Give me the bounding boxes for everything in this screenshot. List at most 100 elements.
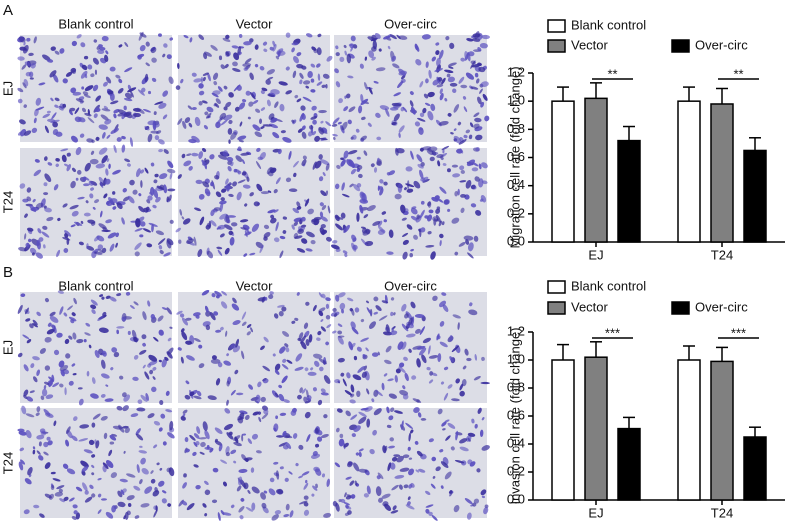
cell: [457, 121, 462, 126]
cell: [454, 190, 459, 197]
cell: [353, 355, 358, 361]
cell: [246, 331, 251, 336]
bar: [710, 103, 734, 243]
cell: [447, 76, 455, 83]
cell: [73, 510, 78, 515]
cell: [351, 327, 359, 335]
column-label: Vector: [236, 278, 274, 293]
cell: [238, 102, 246, 110]
cell: [144, 486, 153, 494]
cell: [379, 105, 390, 111]
cell: [270, 89, 280, 95]
cell: [153, 111, 157, 116]
cell: [130, 90, 134, 98]
cell: [185, 340, 193, 345]
cell: [430, 251, 436, 260]
cell: [325, 314, 331, 320]
cell: [215, 329, 222, 333]
cell: [439, 186, 447, 194]
cell: [199, 451, 205, 455]
cell: [154, 101, 164, 105]
cell: [344, 50, 348, 56]
cell: [276, 489, 284, 495]
cell: [246, 324, 252, 328]
cell: [36, 450, 41, 455]
cell: [368, 86, 373, 95]
cell: [477, 407, 482, 414]
cell: [319, 366, 324, 372]
cell: [273, 461, 279, 465]
cell: [325, 341, 329, 346]
cell: [84, 85, 94, 92]
cell: [138, 205, 145, 213]
cell: [151, 57, 157, 63]
cell: [285, 435, 293, 439]
cell: [435, 42, 440, 46]
cell: [403, 356, 408, 362]
cell: [116, 326, 125, 329]
cell: [310, 116, 318, 120]
cell: [132, 376, 139, 381]
cell: [48, 376, 54, 382]
cell: [466, 159, 476, 167]
cell: [256, 161, 262, 170]
cell: [481, 445, 490, 451]
cell: [183, 473, 187, 478]
cell: [94, 107, 101, 113]
cell: [36, 239, 41, 250]
cell: [218, 154, 228, 160]
cell: [337, 121, 342, 125]
y-tick-label: 0.4: [507, 177, 525, 192]
cell: [33, 117, 37, 124]
row-label: T24: [0, 452, 15, 474]
cell: [26, 227, 34, 232]
cell: [334, 379, 341, 384]
cell: [481, 356, 485, 361]
cell: [135, 218, 141, 228]
cell: [370, 163, 375, 168]
cell: [282, 230, 287, 234]
cell: [401, 323, 409, 332]
cell: [288, 150, 292, 160]
cell: [354, 480, 358, 486]
cell: [235, 155, 243, 162]
cell: [310, 367, 314, 371]
cell: [318, 109, 327, 114]
micrograph: [175, 146, 332, 259]
cell: [17, 87, 24, 93]
cell: [66, 426, 71, 434]
cell: [169, 172, 173, 180]
cell: [408, 457, 413, 460]
cell: [92, 413, 101, 420]
cell: [145, 206, 150, 211]
cell: [320, 224, 326, 229]
cell: [250, 327, 253, 333]
cell: [424, 215, 429, 219]
cell: [141, 468, 149, 475]
cell: [320, 159, 330, 166]
cell: [360, 318, 365, 323]
cell: [101, 350, 107, 357]
cell: [263, 232, 271, 238]
cell: [90, 393, 99, 399]
cell: [62, 237, 71, 241]
bar: [677, 359, 701, 501]
cell: [123, 105, 127, 111]
cell: [475, 134, 483, 141]
cell: [347, 119, 352, 125]
cell: [245, 506, 253, 512]
cell: [296, 248, 306, 253]
cell: [428, 209, 434, 214]
cell: [335, 52, 340, 57]
cell: [127, 163, 131, 167]
cell: [355, 452, 360, 456]
cell: [262, 124, 273, 127]
cell: [84, 332, 91, 336]
cell: [368, 321, 377, 329]
cell: [78, 438, 89, 442]
legend-label: Over-circ: [695, 299, 748, 314]
cell: [137, 89, 145, 96]
cell: [180, 78, 184, 84]
cell: [336, 408, 343, 413]
micrograph-bg: [178, 35, 330, 142]
